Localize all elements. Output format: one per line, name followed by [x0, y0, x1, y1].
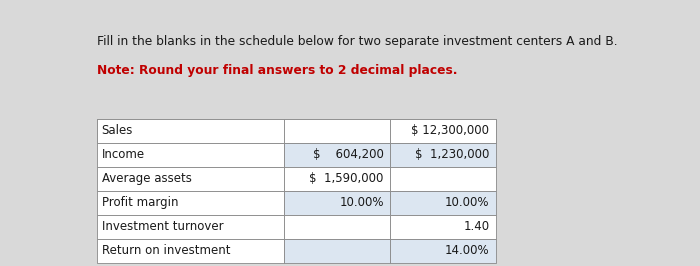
Text: Average assets: Average assets: [102, 172, 192, 185]
Bar: [284, 119, 390, 143]
Text: $  1,590,000: $ 1,590,000: [309, 172, 384, 185]
Text: A: A: [332, 124, 342, 138]
Bar: [97, 119, 284, 143]
Text: $  1,230,000: $ 1,230,000: [415, 148, 489, 161]
Text: Return on investment: Return on investment: [102, 244, 230, 257]
Bar: [390, 167, 496, 191]
Text: $    604,200: $ 604,200: [313, 148, 384, 161]
Text: Sales: Sales: [102, 124, 133, 138]
Text: B: B: [438, 124, 448, 138]
Bar: [390, 119, 496, 143]
Bar: [390, 215, 496, 239]
Text: 14.00%: 14.00%: [445, 244, 489, 257]
Bar: [284, 167, 390, 191]
Bar: [284, 119, 390, 143]
Text: 10.00%: 10.00%: [445, 196, 489, 209]
Text: $ 12,300,000: $ 12,300,000: [412, 124, 489, 138]
Bar: [97, 239, 284, 263]
Bar: [97, 143, 284, 167]
Text: Income: Income: [102, 148, 145, 161]
Text: Note: Round your final answers to 2 decimal places.: Note: Round your final answers to 2 deci…: [97, 64, 458, 77]
Bar: [97, 167, 284, 191]
Text: Investment turnover: Investment turnover: [102, 220, 223, 233]
Bar: [284, 191, 390, 215]
Bar: [390, 191, 496, 215]
Bar: [390, 239, 496, 263]
Bar: [97, 215, 284, 239]
Bar: [97, 191, 284, 215]
Bar: [284, 239, 390, 263]
Text: Profit margin: Profit margin: [102, 196, 178, 209]
Bar: [284, 215, 390, 239]
Bar: [97, 119, 284, 143]
Text: 10.00%: 10.00%: [340, 196, 384, 209]
Bar: [284, 143, 390, 167]
Text: Investment Center: Investment Center: [102, 124, 232, 138]
Text: Fill in the blanks in the schedule below for two separate investment centers A a: Fill in the blanks in the schedule below…: [97, 35, 618, 48]
Text: 1.40: 1.40: [463, 220, 489, 233]
Bar: [390, 119, 496, 143]
Bar: [390, 143, 496, 167]
